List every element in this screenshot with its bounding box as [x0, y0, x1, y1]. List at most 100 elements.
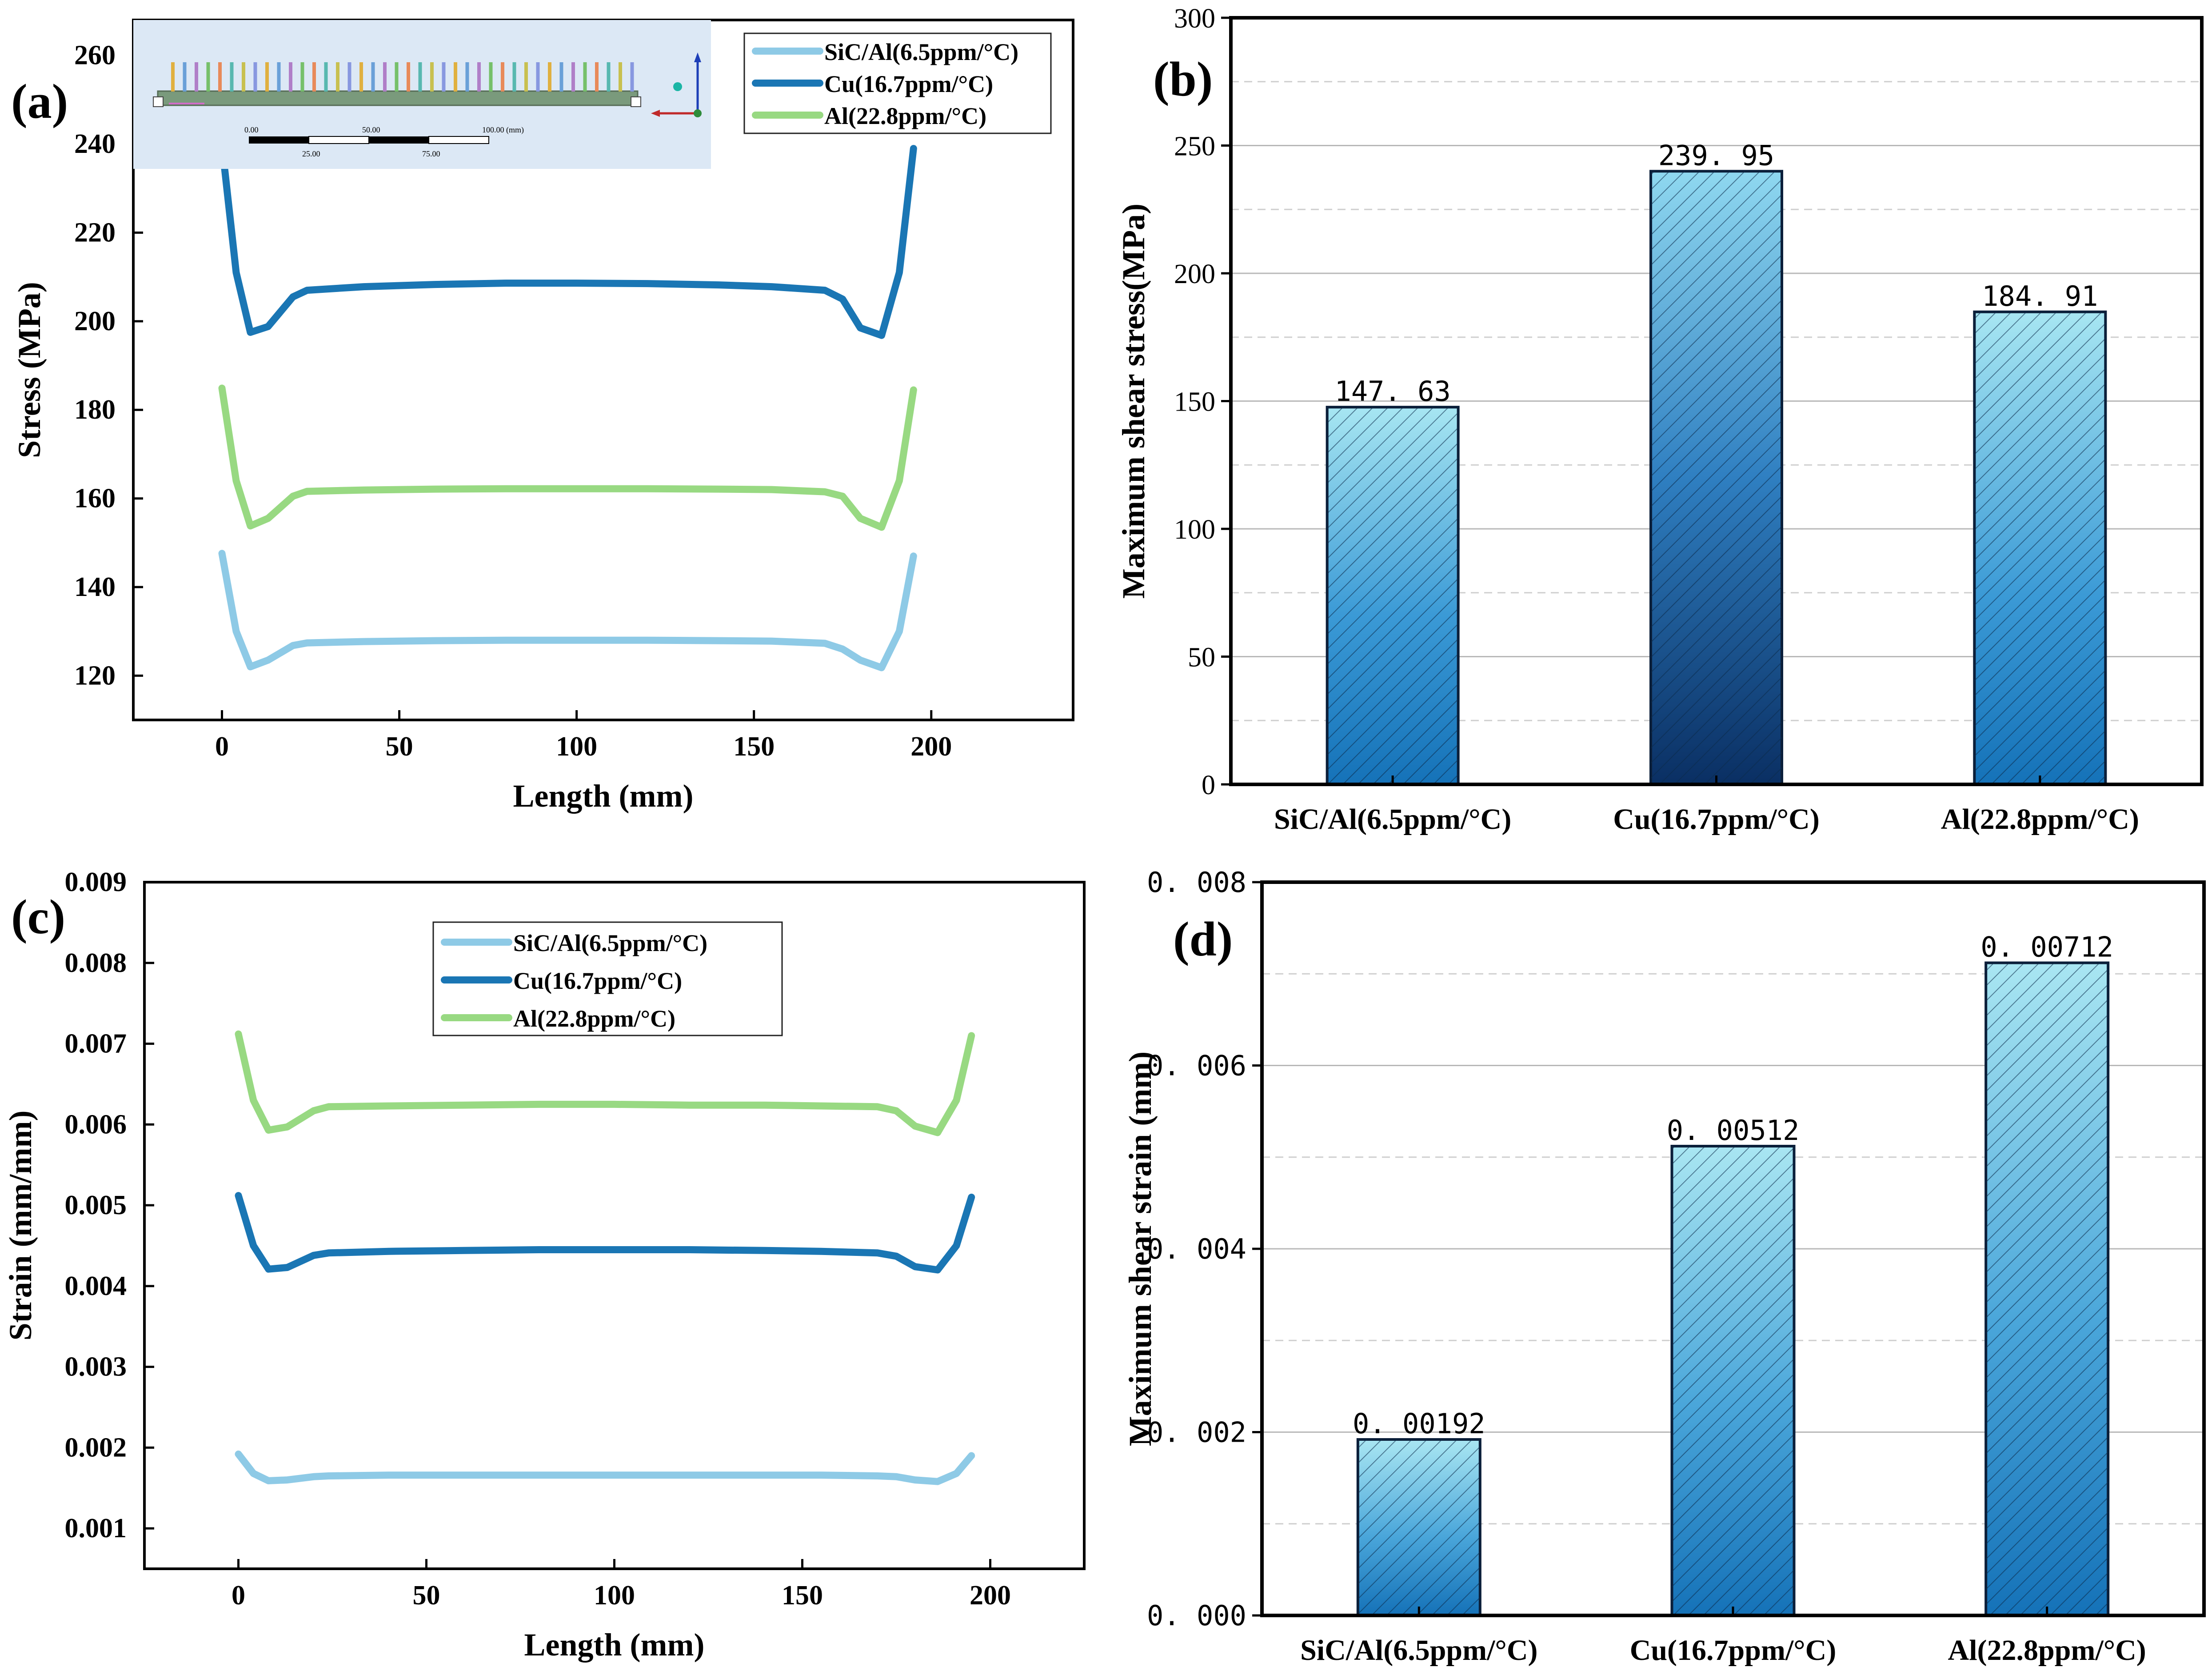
x-tick-label: 150: [733, 732, 775, 762]
bar-data-label: 0. 00512: [1667, 1114, 1800, 1147]
inset-pin-fin: [430, 62, 434, 92]
y-tick-label: 200: [1174, 259, 1215, 289]
y-tick-label: 0.003: [65, 1352, 127, 1382]
inset-pin-fin: [265, 62, 269, 92]
x-category-label: Cu(16.7ppm/°C): [1613, 803, 1820, 836]
x-category-label: Al(22.8ppm/°C): [1948, 1634, 2146, 1667]
inset-pin-fin: [501, 62, 504, 92]
x-axis-title: Length (mm): [513, 778, 694, 814]
model-inset-image: 0.00 50.00 100.00 (mm) 25.00 75.00: [133, 20, 711, 169]
inset-pin-fin: [607, 62, 611, 92]
inset-pin-fin: [465, 62, 469, 92]
inset-pin-fin: [536, 62, 540, 92]
legend-label: SiC/Al(6.5ppm/°C): [513, 930, 707, 956]
inset-pin-fin: [336, 62, 339, 92]
series-line: [235, 1030, 975, 1136]
bar-hatch: [1327, 407, 1458, 784]
y-tick-label: 0.004: [65, 1271, 127, 1301]
series-line: [218, 384, 917, 531]
x-tick-label: 100: [594, 1580, 635, 1611]
inset-pin-fin: [583, 62, 587, 92]
y-tick-label: 180: [74, 395, 116, 425]
plot-frame: [1260, 880, 2206, 1617]
inset-pin-fin: [489, 62, 493, 92]
plot-frame: [1229, 16, 2204, 786]
bar-hatch: [1986, 963, 2108, 1615]
y-tick-label: 0. 006: [1147, 1050, 1246, 1082]
inset-pin-fin: [195, 62, 198, 92]
x-axis-title: Length (mm): [524, 1627, 705, 1663]
inset-scale-label-25: 25.00: [302, 149, 320, 158]
x-tick-label: 50: [386, 732, 413, 762]
inset-pin-fin: [619, 62, 622, 92]
x-category-label: Al(22.8ppm/°C): [1941, 803, 2139, 836]
inset-pin-fin: [395, 62, 399, 92]
inset-pin-fin: [253, 62, 257, 92]
inset-pin-fin: [183, 62, 187, 92]
y-tick-label: 0.009: [65, 867, 127, 897]
panel-b-plot-area: 147. 63 SiC/Al(6.5ppm/°C) 239. 95 Cu(16.7pp…: [1116, 4, 2204, 836]
inset-pin-fin: [454, 62, 457, 92]
bar-hatch: [1672, 1146, 1794, 1615]
x-tick-label: 200: [910, 732, 952, 762]
inset-pin-fin: [300, 62, 304, 92]
bar-data-label: 0. 00192: [1353, 1407, 1485, 1440]
y-tick-label: 100: [1174, 515, 1215, 545]
bar-hatch: [1358, 1439, 1480, 1615]
inset-pin-fin: [371, 62, 375, 92]
inset-scale-label-50: 50.00: [362, 125, 380, 134]
x-category-label: SiC/Al(6.5ppm/°C): [1274, 803, 1511, 836]
inset-pin-fin: [171, 62, 175, 92]
panel-c-plot-area: 0.001 0.002 0.003 0.004 0.005 0.006 0.007 0.008…: [3, 867, 1086, 1663]
inset-scale-label-75: 75.00: [422, 149, 440, 158]
panel-d-label: (d): [1173, 912, 1233, 966]
y-tick-label: 0.006: [65, 1109, 127, 1139]
bar-data-label: 0. 00712: [1980, 931, 2113, 963]
series-line: [235, 1192, 975, 1274]
inset-pin-fin: [524, 62, 528, 92]
y-axis-title: Maximum shear stress(MPa): [1116, 204, 1151, 599]
panel-c-strain-line-chart: (c) 0.0010.0020.0030.0040.0050.0060.0070…: [3, 867, 1086, 1663]
y-tick-label: 0.001: [65, 1513, 127, 1543]
legend-label: Al(22.8ppm/°C): [824, 103, 986, 129]
series-line: [218, 550, 917, 672]
legend-label: Al(22.8ppm/°C): [513, 1005, 675, 1032]
y-axis-title: Maximum shear strain (mm): [1122, 1051, 1158, 1447]
y-tick-label: 220: [74, 217, 116, 248]
panel-d-shear-strain-bar-chart: (d) 0. 00192 SiC/Al(6.5ppm/°C) 0. 00512 Cu(…: [1122, 866, 2206, 1667]
inset-pin-fin: [312, 62, 316, 92]
y-tick-label: 200: [74, 306, 116, 336]
bar-data-label: 239. 95: [1658, 139, 1774, 172]
panel-a-stress-line-chart: (a) 120 140 160 180 200 220 240 260 0 50 100 150 200…: [11, 19, 1074, 814]
x-tick-label: 200: [970, 1580, 1011, 1611]
inset-axis-triad-icon: [651, 52, 702, 117]
inset-pin-fin: [442, 62, 446, 92]
inset-scale-label-100: 100.00 (mm): [482, 125, 524, 135]
y-tick-label: 120: [74, 660, 116, 691]
legend-label: SiC/Al(6.5ppm/°C): [824, 39, 1018, 65]
x-category-label: SiC/Al(6.5ppm/°C): [1300, 1634, 1537, 1667]
inset-pin-fin: [548, 62, 551, 92]
panel-c-label: (c): [11, 890, 65, 944]
inset-pin-fin: [630, 62, 634, 92]
y-tick-label: 0.002: [65, 1432, 127, 1463]
y-tick-label: 160: [74, 484, 116, 514]
y-tick-label: 250: [1174, 132, 1215, 162]
inset-pin-fin: [277, 62, 281, 92]
inset-pin-fin: [206, 62, 210, 92]
inset-pin-fin: [477, 62, 481, 92]
inset-pin-fin: [218, 62, 222, 92]
panel-a-plot-area: 120 140 160 180 200 220 240 260 0 50 100 150 200 Leng…: [12, 19, 1074, 814]
x-tick-label: 50: [413, 1580, 440, 1611]
inset-pin-fin: [359, 62, 363, 92]
y-tick-label: 140: [74, 572, 116, 602]
inset-pin-fin: [559, 62, 563, 92]
inset-pin-fin: [347, 62, 351, 92]
y-tick-label: 240: [74, 129, 116, 159]
y-tick-label: 0. 000: [1147, 1599, 1246, 1632]
inset-pin-fin: [418, 62, 422, 92]
y-tick-label: 0.007: [65, 1029, 127, 1059]
bar-hatch: [1974, 312, 2106, 784]
inset-pin-fin: [242, 62, 245, 92]
x-tick-label: 0: [232, 1580, 245, 1611]
